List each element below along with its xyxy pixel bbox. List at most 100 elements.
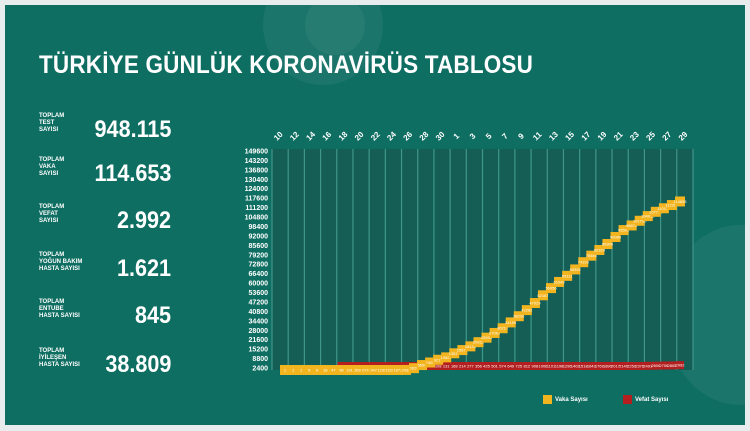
vaka-point-label: 98 [339, 368, 344, 373]
vaka-point [320, 365, 331, 375]
vaka-point-label: 9217 [434, 357, 444, 362]
vaka-point [336, 365, 347, 375]
y-tick-label: 8800 [252, 356, 268, 363]
legend-swatch [623, 395, 632, 404]
vefat-point-label: 214 [459, 364, 466, 369]
vaka-point-label: 18135 [465, 344, 477, 349]
vaka-point-label: 947 [370, 368, 377, 373]
vefat-point-label: 2491 [643, 363, 653, 368]
vaka-point-label: 95591 [618, 228, 630, 233]
y-tick-label: 98400 [249, 224, 269, 231]
x-tick-label: 29 [677, 130, 690, 143]
vefat-point [651, 361, 660, 370]
y-tick-label: 130400 [245, 177, 268, 184]
vefat-point [530, 362, 539, 370]
stat-total-tests: TOPLAM TEST SAYISI 948.115 [39, 113, 179, 147]
vefat-point [579, 362, 588, 370]
vaka-point-label: 1 [300, 368, 303, 373]
legend-item-vaka: Vaka Sayısı [543, 395, 588, 405]
vaka-point-label: 82329 [594, 247, 606, 252]
vefat-point-label: 812 [523, 364, 530, 369]
vaka-point-label: 90980 [610, 235, 622, 240]
vefat-point [466, 362, 475, 370]
vefat-point-label: 1518 [579, 364, 589, 369]
vaka-point [521, 305, 532, 316]
vefat-point-label: 2017 [611, 364, 621, 369]
y-tick-label: 40800 [249, 309, 269, 316]
y-tick-label: 15200 [249, 347, 269, 354]
vaka-point [602, 239, 613, 250]
x-tick-label: 3 [468, 131, 478, 141]
legend-label: Vaka Sayısı [555, 397, 588, 404]
vaka-point [562, 270, 573, 281]
vaka-point [473, 337, 484, 348]
vefat-point [538, 362, 547, 370]
vefat-point [659, 361, 668, 370]
x-tick-label: 22 [369, 130, 382, 143]
vaka-point-label: 6 [316, 368, 319, 373]
stat-label: TOPLAM TEST SAYISI [39, 113, 65, 133]
vaka-point-label: 56956 [545, 286, 557, 291]
vaka-point [352, 365, 363, 375]
vaka-point-label: 5 [308, 368, 311, 373]
vaka-point-label: 1236 [377, 368, 387, 373]
vefat-point-label: 1769 [595, 364, 605, 369]
vaka-point-label: 1872 [393, 368, 403, 373]
x-tick-label: 12 [288, 130, 301, 143]
vaka-point [312, 365, 323, 375]
vaka-point-label: 110130 [657, 206, 671, 211]
vaka-point-label: 86306 [602, 242, 614, 247]
stat-value: 38.809 [104, 351, 171, 378]
vefat-point [627, 362, 636, 370]
vaka-point-label: 112261 [665, 203, 679, 208]
stat-value: 1.621 [116, 255, 171, 282]
vefat-point [482, 362, 491, 370]
vaka-point [449, 348, 460, 359]
vefat-point-label: 501 [491, 364, 498, 369]
stat-total-cases: TOPLAM VAKA SAYISI 114.653 [39, 157, 179, 191]
x-tick-label: 21 [612, 130, 625, 143]
vaka-point-label: 107773 [649, 209, 663, 214]
vaka-point [554, 276, 565, 287]
vefat-point-label: 2140 [619, 364, 629, 369]
y-tick-label: 47200 [249, 299, 269, 306]
vaka-point [497, 323, 508, 334]
vaka-point-label: 98674 [626, 223, 638, 228]
vefat-point [490, 362, 499, 370]
y-tick-label: 104800 [245, 215, 268, 222]
vefat-point [506, 362, 515, 370]
vefat-point [474, 362, 483, 370]
vaka-point [675, 196, 685, 207]
vaka-point [441, 352, 452, 363]
stat-recovered-patients: TOPLAM İYİLEŞEN HASTA SAYISI 38.809 [39, 348, 179, 382]
vaka-point [650, 206, 661, 217]
vefat-point-label: 2805 [667, 363, 677, 368]
vaka-point [546, 283, 557, 294]
vaka-point [626, 220, 637, 231]
stat-label: TOPLAM VAKA SAYISI [39, 157, 65, 177]
vefat-point-label: 2706 [659, 363, 669, 368]
y-tick-label: 72800 [249, 262, 269, 269]
y-tick-label: 66400 [249, 271, 269, 278]
vefat-point [458, 362, 467, 370]
vaka-point [425, 357, 436, 368]
stat-value: 845 [134, 302, 171, 329]
vaka-point [481, 332, 492, 343]
vaka-point [642, 211, 653, 222]
vefat-point-label: 1198 [555, 364, 564, 369]
x-tick-label: 20 [353, 130, 366, 143]
x-tick-label: 13 [547, 130, 560, 143]
vefat-point [643, 361, 652, 370]
x-tick-label: 27 [661, 130, 674, 143]
y-tick-label: 28000 [249, 328, 269, 335]
vaka-point-label: 69392 [570, 267, 582, 272]
vaka-point-label: 27069 [489, 330, 501, 335]
x-tick-label: 11 [531, 130, 544, 143]
vaka-point-label: 13531 [449, 351, 461, 356]
stat-label: TOPLAM İYİLEŞEN HASTA SAYISI [39, 348, 80, 368]
y-tick-label: 111200 [245, 205, 268, 212]
vaka-point-label: 1 [292, 368, 295, 373]
vaka-point-label: 114653 [673, 199, 687, 204]
vaka-point-label: 34109 [505, 320, 517, 325]
vefat-point [667, 361, 676, 370]
